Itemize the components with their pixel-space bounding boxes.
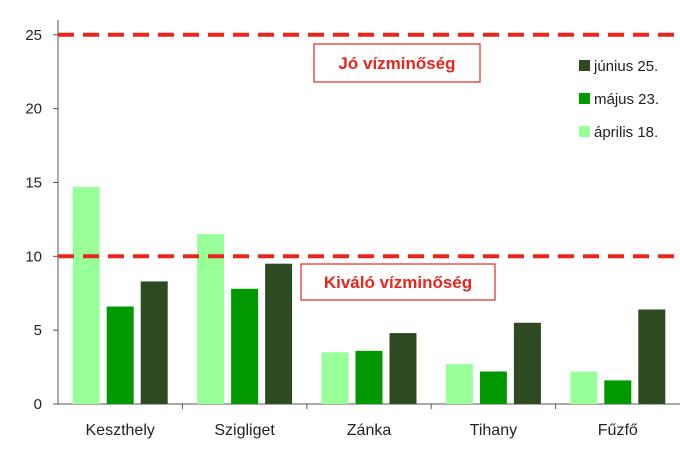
bar	[231, 288, 259, 404]
y-tick-label: 20	[25, 101, 42, 118]
plot-area: 0 5 10 15 20 25 Keszthely Szigliget Zánka Tihany F…	[25, 20, 680, 439]
y-tick-label: 15	[25, 174, 42, 191]
reference-label-box	[313, 43, 481, 83]
legend-swatch	[579, 93, 590, 104]
y-tick-label: 0	[34, 396, 42, 413]
bar	[604, 380, 632, 404]
bar	[72, 186, 100, 404]
bar	[140, 281, 168, 404]
bar	[445, 364, 473, 404]
bar	[479, 371, 507, 404]
y-tick-label: 25	[25, 27, 42, 44]
bar	[265, 263, 293, 404]
bar	[389, 333, 417, 404]
x-tick-label: Fűzfő	[598, 422, 638, 439]
legend-swatch	[579, 126, 590, 137]
bar	[106, 306, 134, 404]
legend-label: május 23.	[594, 91, 659, 108]
legend-label: április 18.	[594, 124, 658, 141]
bar	[355, 350, 383, 404]
bar	[513, 322, 541, 404]
reference-lines: Jó vízminőség Kiváló vízminőség	[58, 32, 680, 301]
x-tick-label: Keszthely	[86, 422, 155, 439]
x-tick-label: Zánka	[347, 422, 392, 439]
legend: június 25. május 23. április 18.	[579, 58, 659, 141]
reference-label: Jó vízminőség	[338, 54, 455, 73]
bar	[638, 309, 666, 404]
bar	[570, 371, 598, 404]
legend-label: június 25.	[593, 58, 658, 75]
x-tick-label: Tihany	[470, 422, 517, 439]
reference-label-box	[300, 263, 496, 301]
bar	[197, 234, 225, 404]
reference-label: Kiváló vízminőség	[324, 273, 472, 292]
bar	[321, 352, 349, 404]
x-tick-label: Szigliget	[214, 422, 275, 439]
y-tick-label: 10	[25, 248, 42, 265]
y-tick-label: 5	[34, 322, 42, 339]
legend-swatch	[579, 60, 590, 71]
bars	[72, 186, 666, 404]
